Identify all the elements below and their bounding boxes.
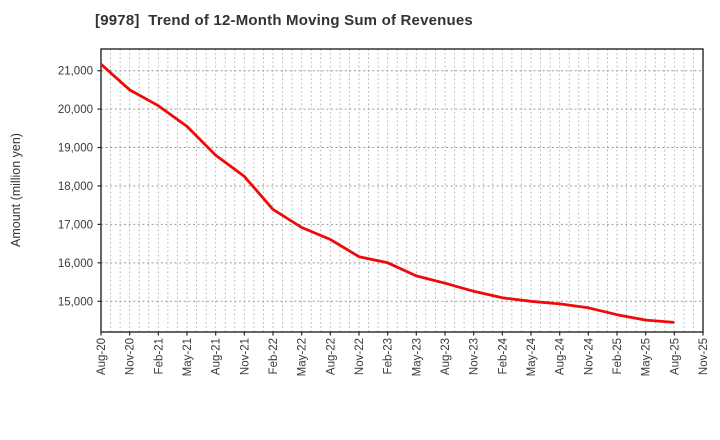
y-tick-label: 16,000 [58, 258, 93, 270]
y-tick-label: 21,000 [58, 66, 93, 78]
y-tick-label: 20,000 [58, 104, 93, 116]
revenue-series-line [100, 63, 675, 324]
plot-background [101, 49, 703, 332]
x-tick-label: Aug-24 [555, 337, 567, 375]
x-tick-label: Nov-23 [469, 338, 481, 375]
x-tick-label: May-23 [411, 338, 423, 376]
x-tick-label: Feb-23 [383, 338, 395, 374]
x-tick-label: Aug-23 [440, 338, 452, 375]
x-tick-label: Feb-22 [268, 338, 280, 374]
x-tick-label: Feb-21 [153, 338, 165, 374]
plot-area: 15,000 16,000 17,000 18,000 19,000 20,000 21,0… [58, 48, 710, 376]
x-tick-label: Aug-21 [211, 338, 223, 375]
x-tick-label: Aug-25 [669, 338, 681, 375]
x-tick-label: Nov-24 [583, 337, 595, 375]
x-tick-label: Aug-22 [325, 338, 337, 375]
x-tick-label: Nov-21 [239, 338, 251, 375]
x-tick-label: Feb-25 [612, 338, 624, 374]
y-tick-label: 15,000 [58, 296, 93, 308]
y-tick-label: 17,000 [58, 219, 93, 231]
y-axis-title: Amount (million yen) [9, 133, 23, 247]
x-tick-label: May-21 [182, 338, 194, 376]
x-tick-label: May-22 [297, 338, 309, 376]
x-tick-label: May-24 [526, 337, 538, 376]
x-tick-label: May-25 [641, 338, 653, 376]
x-tick-label: Nov-22 [354, 338, 366, 375]
x-tick-label: Nov-20 [125, 338, 137, 375]
x-tick-label: Nov-25 [698, 338, 710, 375]
y-tick-label: 19,000 [58, 143, 93, 155]
x-tick-label: Feb-24 [497, 337, 509, 374]
plot-border [100, 48, 704, 333]
x-tick-label: Aug-20 [96, 338, 108, 375]
y-tick-label: 18,000 [58, 181, 93, 193]
chart-title: [9978] Trend of 12-Month Moving Sum of R… [95, 12, 473, 29]
